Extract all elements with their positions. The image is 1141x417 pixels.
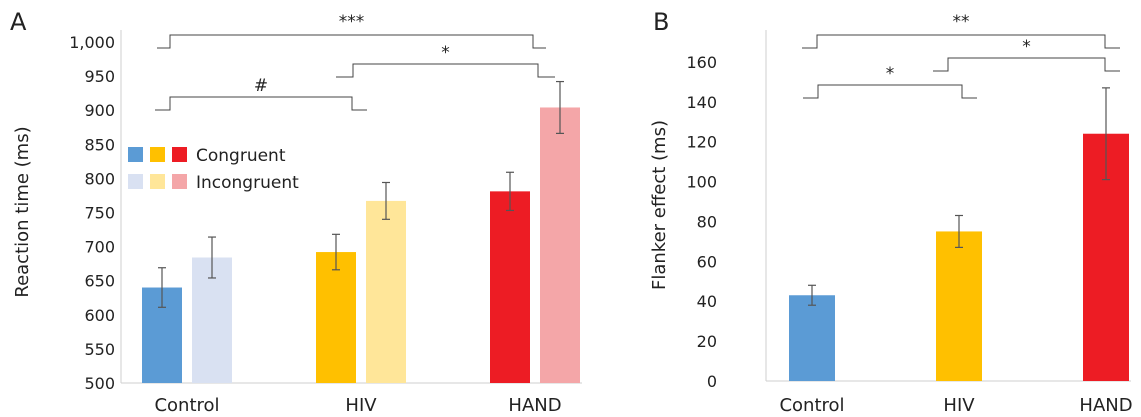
legend-swatch-incongruent <box>150 174 165 189</box>
y-tick-label: 900 <box>84 101 115 120</box>
category-label-control: Control <box>779 395 844 416</box>
significance-label: * <box>1022 37 1031 57</box>
legend-label-incongruent: Incongruent <box>196 173 299 193</box>
y-tick-label: 550 <box>84 340 115 359</box>
bar-incongruent-hiv <box>366 200 406 383</box>
y-tick-label: 140 <box>686 93 717 112</box>
y-tick-label: 160 <box>686 53 717 72</box>
y-tick-label: 600 <box>84 306 115 325</box>
significance-label: ** <box>953 12 970 32</box>
category-label-hiv: HIV <box>943 395 975 416</box>
panel-label-a: A <box>10 8 27 36</box>
significance-label: * <box>886 64 895 84</box>
bar-congruent-hiv <box>316 252 356 383</box>
legend-label-congruent: Congruent <box>196 146 286 166</box>
y-tick-label: 750 <box>84 204 115 223</box>
legend-swatch-congruent <box>172 147 187 162</box>
significance-label: *** <box>339 12 365 32</box>
y-tick-label: 60 <box>697 252 717 271</box>
panel-label-b: B <box>653 8 669 36</box>
significance-bracket <box>155 96 367 111</box>
significance-bracket <box>336 63 555 78</box>
significance-bracket <box>802 34 1120 49</box>
significance-bracket <box>803 84 977 99</box>
y-tick-label: 850 <box>84 135 115 154</box>
bar-incongruent-hand <box>540 107 580 384</box>
significance-bracket <box>157 34 546 49</box>
significance-bracket <box>933 57 1120 72</box>
significance-label: * <box>441 43 450 63</box>
y-tick-label: 20 <box>697 332 717 351</box>
y-tick-label: 40 <box>697 292 717 311</box>
y-axis-label: Reaction time (ms) <box>12 126 33 297</box>
legend-swatch-incongruent <box>128 174 143 189</box>
y-tick-label: 650 <box>84 272 115 291</box>
significance-label: # <box>254 76 268 96</box>
bar-value-hiv <box>936 231 982 381</box>
legend-swatch-congruent <box>150 147 165 162</box>
y-tick-label: 100 <box>686 173 717 192</box>
category-label-hand: HAND <box>508 395 561 416</box>
y-axis-label: Flanker effect (ms) <box>649 120 670 290</box>
legend-swatch-incongruent <box>172 174 187 189</box>
category-label-control: Control <box>154 395 219 416</box>
y-tick-label: 500 <box>84 374 115 393</box>
legend-swatch-congruent <box>128 147 143 162</box>
bar-value-control <box>789 295 835 381</box>
category-label-hiv: HIV <box>345 395 377 416</box>
y-tick-label: 950 <box>84 67 115 86</box>
y-tick-label: 80 <box>697 212 717 231</box>
category-label-hand: HAND <box>1079 395 1132 416</box>
y-tick-label: 1,000 <box>69 33 115 52</box>
y-tick-label: 0 <box>707 372 717 391</box>
y-tick-label: 700 <box>84 238 115 257</box>
y-tick-label: 800 <box>84 169 115 188</box>
y-tick-label: 120 <box>686 133 717 152</box>
bar-congruent-hand <box>490 191 530 383</box>
